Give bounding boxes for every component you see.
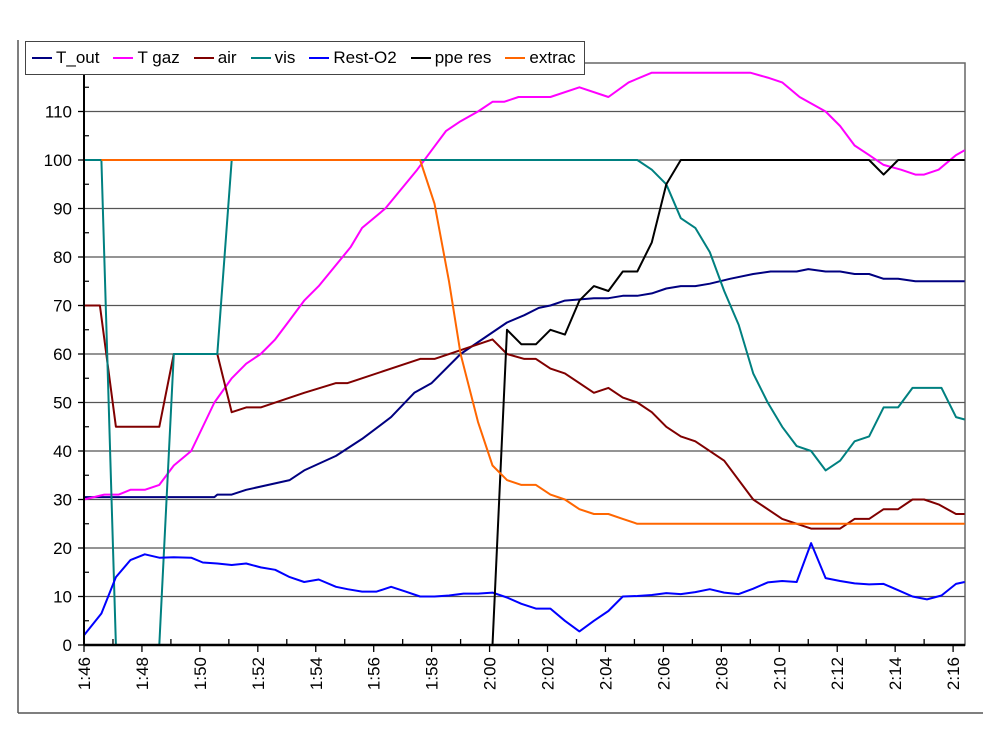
y-tick-label: 10 — [53, 588, 72, 607]
legend-label: air — [217, 48, 237, 67]
series-line-vis — [84, 159, 965, 646]
legend-label: Rest-O2 — [333, 48, 397, 67]
x-tick-label: 1:56 — [365, 657, 384, 690]
x-tick-label: 1:50 — [191, 657, 210, 690]
y-tick-label: 0 — [63, 636, 72, 655]
legend-label: T_out — [56, 48, 100, 67]
legend-label: T gaz — [137, 48, 180, 67]
y-tick-label: 60 — [53, 345, 72, 364]
y-tick-label: 100 — [44, 151, 72, 170]
y-tick-label: 50 — [53, 394, 72, 413]
series-line-t-gaz — [83, 71, 966, 501]
x-tick-label: 1:54 — [307, 657, 326, 690]
legend-swatch — [250, 57, 271, 59]
x-tick-label: 1:46 — [75, 657, 94, 690]
legend-swatch — [505, 57, 526, 59]
series-line-air — [84, 304, 965, 530]
legend-item: Rest-O2 — [309, 48, 397, 68]
x-tick-label: 2:12 — [828, 657, 847, 690]
x-tick-label: 1:58 — [423, 657, 442, 690]
y-tick-label: 90 — [53, 200, 72, 219]
legend-swatch — [193, 57, 214, 59]
series-line-ppe-res — [84, 159, 965, 646]
x-tick-label: 1:52 — [249, 657, 268, 690]
legend-item: vis — [250, 48, 296, 68]
legend-label: ppe res — [434, 48, 492, 67]
series-line-extrac — [101, 159, 965, 525]
x-tick-label: 2:02 — [539, 657, 558, 690]
series-line-t-out — [84, 268, 965, 499]
y-tick-label: 40 — [53, 442, 72, 461]
y-tick-label: 30 — [53, 491, 72, 510]
legend-swatch — [32, 57, 52, 59]
x-tick-label: 2:04 — [596, 657, 615, 690]
x-tick-label: 2:14 — [886, 657, 905, 690]
legend-label: vis — [274, 48, 296, 67]
y-tick-label: 70 — [53, 297, 72, 316]
legend-item: ppe res — [410, 48, 492, 68]
x-tick-label: 2:08 — [712, 657, 731, 690]
y-tick-label: 80 — [53, 248, 72, 267]
x-tick-label: 2:00 — [481, 657, 500, 690]
legend-swatch — [309, 57, 330, 59]
y-tick-label: 20 — [53, 539, 72, 558]
legend-item: extrac — [505, 48, 576, 68]
x-tick-label: 2:16 — [944, 657, 963, 690]
legend-item: T_out — [32, 48, 99, 68]
x-tick-label: 2:10 — [770, 657, 789, 690]
legend-item: air — [193, 48, 237, 68]
legend-swatch — [410, 57, 431, 59]
legend-swatch — [113, 57, 134, 59]
y-tick-label: 110 — [45, 103, 72, 122]
series-line-rest-o2 — [83, 542, 965, 636]
legend-label: extrac — [529, 48, 576, 67]
chart-legend: T_out T gaz air vis Rest-O2 ppe res extrac — [25, 41, 585, 75]
legend-item: T gaz — [113, 48, 180, 68]
x-tick-label: 1:48 — [133, 657, 152, 690]
x-tick-label: 2:06 — [654, 657, 673, 690]
